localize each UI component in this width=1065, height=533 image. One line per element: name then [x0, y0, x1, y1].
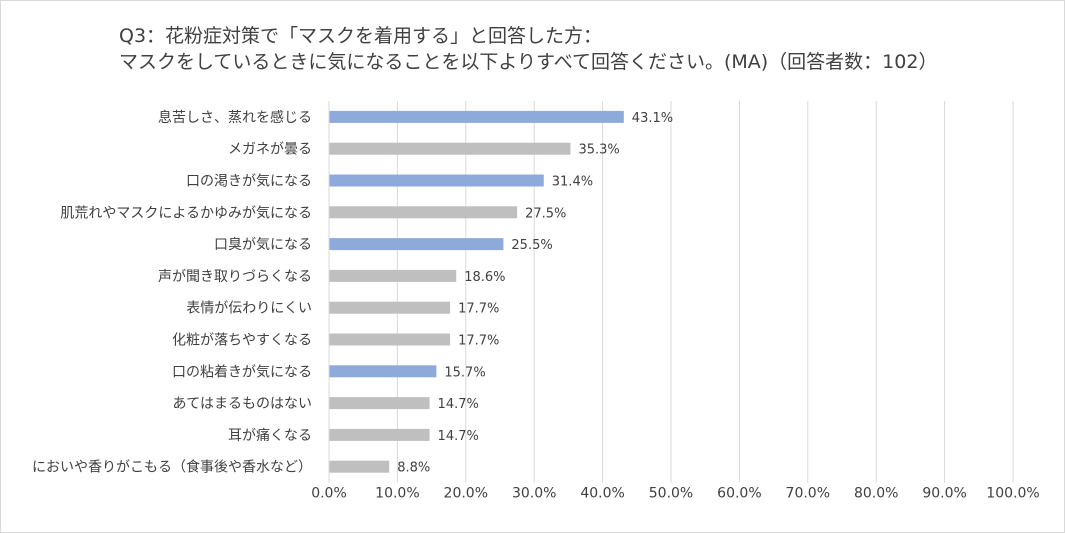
x-tick-label: 30.0%	[512, 486, 556, 502]
bar-3	[329, 174, 544, 187]
chart-title-line-1: Q3：花粉症対策で「マスクを着用する」と回答した方：	[119, 25, 603, 47]
category-label: 耳が痛くなる	[228, 427, 312, 444]
bar-12	[329, 460, 390, 473]
x-tick-label: 50.0%	[649, 486, 693, 502]
x-tick-label: 80.0%	[854, 486, 898, 502]
category-label: においや香りがこもる（食事後や香水など）	[32, 459, 312, 476]
value-label: 14.7%	[438, 429, 479, 444]
value-label: 18.6%	[464, 270, 505, 285]
bar-9	[329, 365, 437, 378]
x-tick-label: 0.0%	[311, 486, 347, 502]
x-tick-label: 90.0%	[922, 486, 966, 502]
bar-6	[329, 269, 457, 282]
value-label: 15.7%	[444, 365, 485, 380]
value-label: 25.5%	[511, 238, 552, 253]
bar-4	[329, 206, 518, 219]
value-label: 8.8%	[397, 461, 430, 476]
value-label: 35.3%	[578, 143, 619, 158]
x-tick-label: 70.0%	[786, 486, 830, 502]
category-label: 口の渇きが気になる	[186, 174, 312, 190]
bar-8	[329, 333, 451, 346]
bar-2	[329, 142, 571, 155]
category-label: あてはまるものはない	[173, 396, 312, 412]
value-label: 14.7%	[438, 397, 479, 412]
value-label: 17.7%	[458, 302, 499, 317]
category-label: 声が聞き取りづらくなる	[158, 269, 312, 285]
chart-title: Q3：花粉症対策で「マスクを着用する」と回答した方： マスクをしているときに気に…	[119, 23, 1049, 75]
category-label: 息苦しさ、蒸れを感じる	[158, 109, 312, 126]
category-label: 口臭が気になる	[214, 237, 312, 253]
category-label: 口の粘着きが気になる	[172, 364, 312, 380]
category-label: 肌荒れやマスクによるかゆみが気になる	[60, 205, 312, 221]
x-tick-label: 10.0%	[375, 486, 419, 502]
chart-title-line-2: マスクをしているときに気になることを以下よりすべて回答ください。(MA)（回答者…	[119, 51, 938, 73]
value-label: 27.5%	[525, 206, 566, 221]
bar-5	[329, 238, 504, 251]
x-tick-label: 60.0%	[717, 486, 761, 502]
category-label: メガネが曇る	[228, 142, 312, 158]
bar-7	[329, 301, 451, 314]
bar-10	[329, 397, 430, 410]
x-tick-label: 20.0%	[444, 486, 488, 502]
category-label: 表情が伝わりにくい	[186, 301, 312, 317]
value-label: 43.1%	[632, 111, 673, 126]
x-tick-label: 100.0%	[986, 486, 1039, 502]
x-tick-label: 40.0%	[580, 486, 624, 502]
category-label: 化粧が落ちやすくなる	[172, 333, 312, 349]
bar-1	[329, 110, 624, 123]
value-label: 31.4%	[552, 175, 593, 190]
value-label: 17.7%	[458, 334, 499, 349]
bar-11	[329, 428, 430, 441]
